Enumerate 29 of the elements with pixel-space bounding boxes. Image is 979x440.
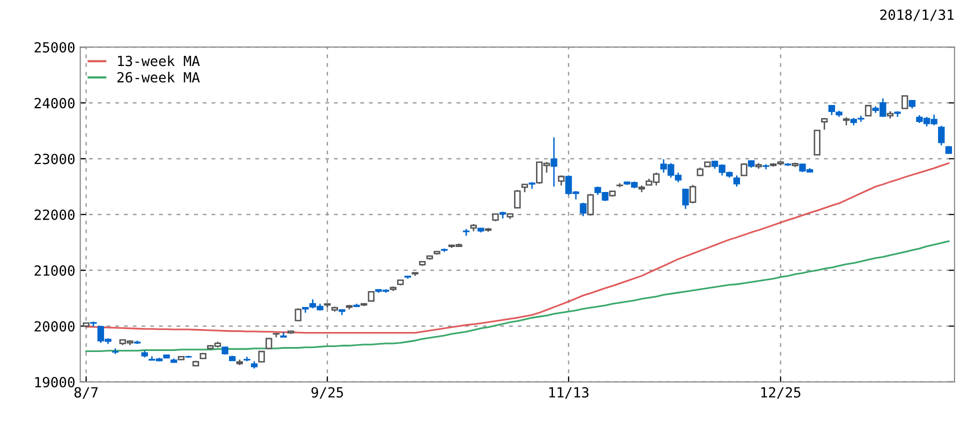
candlestick bbox=[514, 189, 521, 208]
y-tick-label: 24000 bbox=[34, 98, 75, 108]
x-tick-label: 12/25 bbox=[761, 387, 800, 399]
y-tick-label: 23000 bbox=[34, 154, 75, 164]
candlestick bbox=[258, 350, 265, 363]
y-tick-label: 20000 bbox=[34, 321, 75, 332]
candlestick bbox=[864, 104, 872, 117]
y-tick-label: 19000 bbox=[35, 376, 75, 388]
y-tick-label: 21000 bbox=[34, 265, 75, 276]
candlestick bbox=[294, 308, 302, 322]
line-series bbox=[85, 240, 950, 352]
x-tick-label: 11/13 bbox=[549, 387, 588, 399]
candlestick bbox=[550, 136, 558, 188]
candlestick bbox=[682, 188, 689, 210]
text: 2018/1/31 bbox=[880, 9, 954, 22]
candlestick bbox=[740, 162, 748, 177]
candlestick bbox=[587, 193, 594, 216]
x-tick-label: 8/7 bbox=[74, 387, 98, 399]
y-tick-label: 22000 bbox=[34, 210, 75, 220]
candlestick bbox=[690, 184, 696, 204]
candlestick bbox=[558, 174, 565, 186]
x-tick-label: 9/25 bbox=[311, 387, 343, 399]
y-tick-label: 25000 bbox=[34, 42, 75, 53]
candlestick bbox=[733, 174, 740, 188]
candlestick bbox=[580, 202, 587, 217]
legend-label: 26-week MA bbox=[117, 72, 200, 83]
legend-label: 13-week MA bbox=[118, 55, 200, 66]
candlestick bbox=[901, 95, 908, 110]
candlestick bbox=[938, 125, 945, 146]
